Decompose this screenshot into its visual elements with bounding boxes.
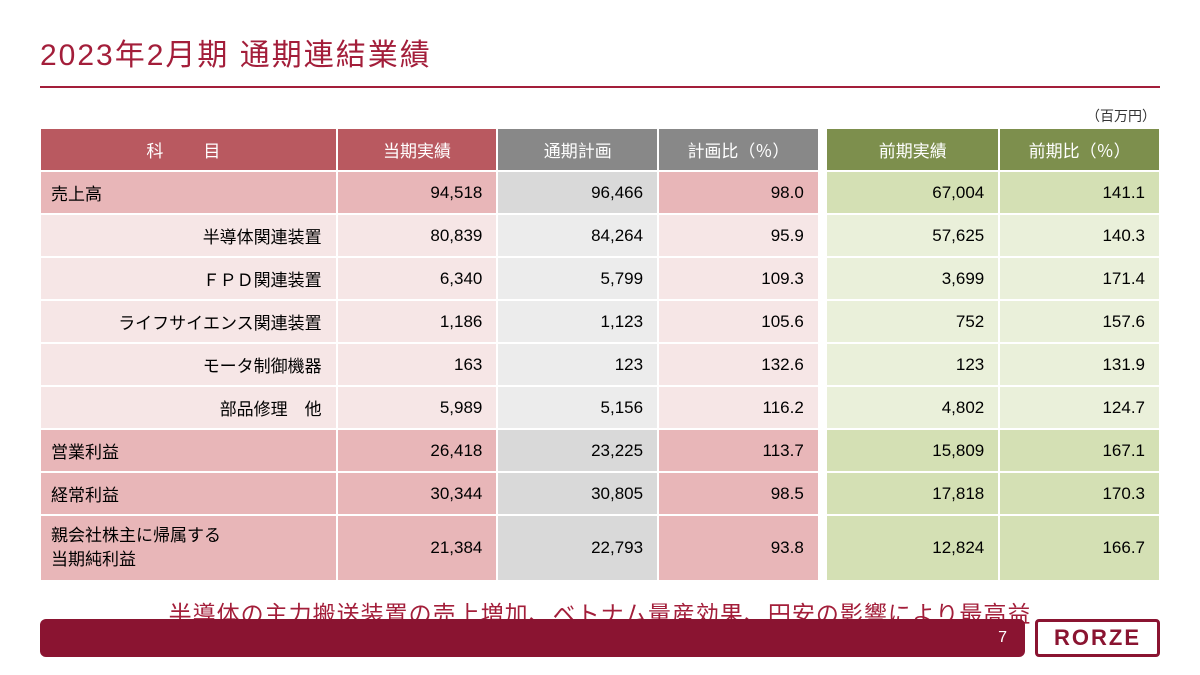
cell-prev: 15,809 <box>826 429 999 472</box>
table-row: 親会社株主に帰属する当期純利益21,38422,79393.812,824166… <box>40 515 1160 581</box>
cell-planpct: 105.6 <box>658 300 819 343</box>
cell-actual: 21,384 <box>337 515 498 581</box>
cell-plan: 84,264 <box>497 214 658 257</box>
cell-item: ＦＰＤ関連装置 <box>40 257 337 300</box>
cell-planpct: 132.6 <box>658 343 819 386</box>
gap <box>819 171 826 214</box>
logo: RORZE <box>1035 619 1160 657</box>
cell-prev: 57,625 <box>826 214 999 257</box>
cell-actual: 30,344 <box>337 472 498 515</box>
cell-item: モータ制御機器 <box>40 343 337 386</box>
cell-planpct: 93.8 <box>658 515 819 581</box>
hdr-planpct: 計画比（％） <box>658 128 819 171</box>
cell-prevpct: 131.9 <box>999 343 1160 386</box>
hdr-prev: 前期実績 <box>826 128 999 171</box>
cell-prevpct: 170.3 <box>999 472 1160 515</box>
cell-plan: 96,466 <box>497 171 658 214</box>
results-table: 科目 当期実績 通期計画 計画比（％） 前期実績 前期比（％） 売上高94,51… <box>40 128 1160 581</box>
gap <box>819 515 826 581</box>
gap <box>819 386 826 429</box>
table-row: モータ制御機器163123132.6123131.9 <box>40 343 1160 386</box>
cell-plan: 1,123 <box>497 300 658 343</box>
cell-actual: 1,186 <box>337 300 498 343</box>
cell-item: 営業利益 <box>40 429 337 472</box>
cell-plan: 123 <box>497 343 658 386</box>
cell-prevpct: 166.7 <box>999 515 1160 581</box>
footer: 7 RORZE <box>40 619 1160 657</box>
gap <box>819 214 826 257</box>
cell-prevpct: 157.6 <box>999 300 1160 343</box>
slide-title: 2023年2月期 通期連結業績 <box>40 30 1160 88</box>
table-row: 部品修理 他5,9895,156116.24,802124.7 <box>40 386 1160 429</box>
cell-actual: 163 <box>337 343 498 386</box>
cell-prev: 67,004 <box>826 171 999 214</box>
table-header-row: 科目 当期実績 通期計画 計画比（％） 前期実績 前期比（％） <box>40 128 1160 171</box>
gap <box>819 472 826 515</box>
cell-item: 部品修理 他 <box>40 386 337 429</box>
cell-prevpct: 167.1 <box>999 429 1160 472</box>
gap <box>819 128 826 171</box>
cell-plan: 30,805 <box>497 472 658 515</box>
cell-prev: 17,818 <box>826 472 999 515</box>
hdr-actual: 当期実績 <box>337 128 498 171</box>
gap <box>819 343 826 386</box>
cell-item: 親会社株主に帰属する当期純利益 <box>40 515 337 581</box>
cell-plan: 5,799 <box>497 257 658 300</box>
cell-item: ライフサイエンス関連装置 <box>40 300 337 343</box>
cell-prev: 752 <box>826 300 999 343</box>
cell-planpct: 113.7 <box>658 429 819 472</box>
cell-plan: 22,793 <box>497 515 658 581</box>
unit-label: （百万円） <box>40 106 1160 126</box>
cell-planpct: 116.2 <box>658 386 819 429</box>
cell-prevpct: 141.1 <box>999 171 1160 214</box>
cell-plan: 5,156 <box>497 386 658 429</box>
cell-plan: 23,225 <box>497 429 658 472</box>
cell-prev: 4,802 <box>826 386 999 429</box>
footer-bar: 7 <box>40 619 1025 657</box>
table-row: 売上高94,51896,46698.067,004141.1 <box>40 171 1160 214</box>
cell-planpct: 109.3 <box>658 257 819 300</box>
cell-item: 経常利益 <box>40 472 337 515</box>
gap <box>819 300 826 343</box>
cell-planpct: 98.5 <box>658 472 819 515</box>
hdr-item: 科目 <box>40 128 337 171</box>
hdr-plan: 通期計画 <box>497 128 658 171</box>
cell-prevpct: 124.7 <box>999 386 1160 429</box>
cell-actual: 6,340 <box>337 257 498 300</box>
cell-prev: 123 <box>826 343 999 386</box>
cell-planpct: 98.0 <box>658 171 819 214</box>
gap <box>819 429 826 472</box>
table-row: 経常利益30,34430,80598.517,818170.3 <box>40 472 1160 515</box>
cell-actual: 26,418 <box>337 429 498 472</box>
cell-item: 売上高 <box>40 171 337 214</box>
page-number: 7 <box>998 629 1007 647</box>
table-row: ライフサイエンス関連装置1,1861,123105.6752157.6 <box>40 300 1160 343</box>
cell-actual: 80,839 <box>337 214 498 257</box>
cell-actual: 5,989 <box>337 386 498 429</box>
gap <box>819 257 826 300</box>
table-row: 半導体関連装置80,83984,26495.957,625140.3 <box>40 214 1160 257</box>
hdr-prevpct: 前期比（％） <box>999 128 1160 171</box>
table-row: ＦＰＤ関連装置6,3405,799109.33,699171.4 <box>40 257 1160 300</box>
cell-planpct: 95.9 <box>658 214 819 257</box>
cell-actual: 94,518 <box>337 171 498 214</box>
cell-prevpct: 171.4 <box>999 257 1160 300</box>
table-row: 営業利益26,41823,225113.715,809167.1 <box>40 429 1160 472</box>
cell-prevpct: 140.3 <box>999 214 1160 257</box>
cell-item: 半導体関連装置 <box>40 214 337 257</box>
cell-prev: 12,824 <box>826 515 999 581</box>
cell-prev: 3,699 <box>826 257 999 300</box>
